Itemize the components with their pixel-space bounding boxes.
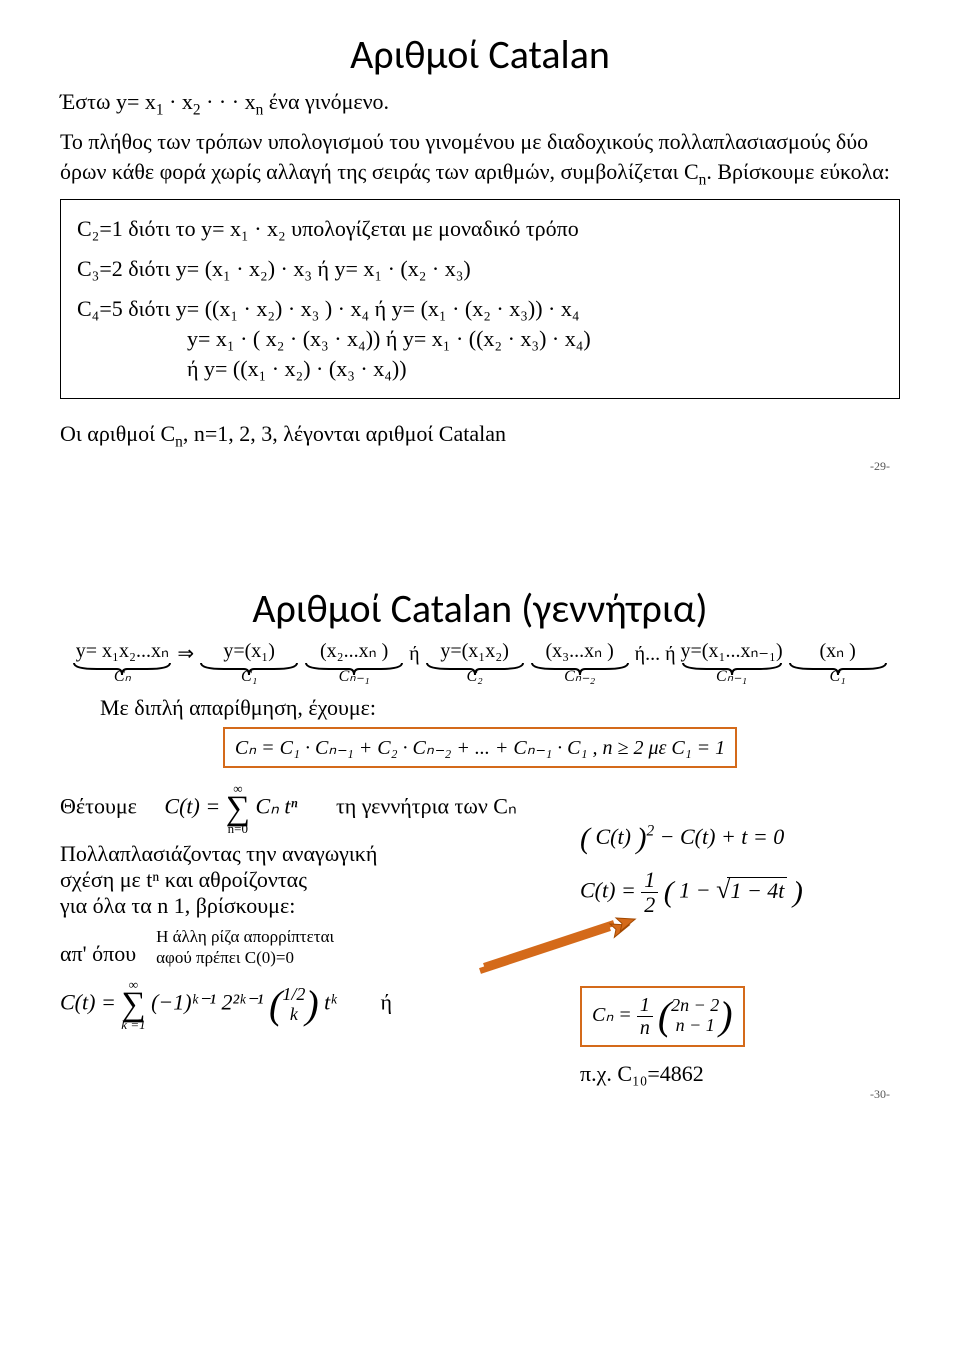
intro2-suffix: . Βρίσκουμε εύκολα: xyxy=(706,159,890,184)
sum1-low: n=0 xyxy=(226,822,250,835)
sub-2: 2 xyxy=(193,101,201,118)
term-c2: y=(x₁x₂) C₂ xyxy=(425,641,525,685)
closed-form-box: Cₙ = 1 n (2n − 2n − 1) xyxy=(580,986,745,1047)
term-c1b: (xₙ ) C₁ xyxy=(788,641,888,685)
two-column: Θέτουμε C(t) = ∞ ∑ n=0 Cₙ tⁿ τη γεννήτρι… xyxy=(60,782,900,1086)
sum-symbol-2: ∞ ∑ k =1 xyxy=(121,978,145,1031)
intro1-dot: · x xyxy=(169,89,193,114)
examples-box: C₂=1 διότι το y= x₁ · x₂ υπολογίζεται με… xyxy=(60,199,900,399)
title-2: Αριθμοί Catalan (γεννήτρια) xyxy=(60,584,900,633)
term-cn1b: y=(x₁...xₙ₋₁) Cₙ₋₁ xyxy=(681,641,783,685)
series-tk: tᵏ xyxy=(324,990,336,1015)
slide-2: Αριθμοί Catalan (γεννήτρια) y= x₁x₂...xₙ… xyxy=(0,554,960,1121)
cf-den: n xyxy=(637,1017,653,1039)
sum-symbol-1: ∞ ∑ n=0 xyxy=(226,782,250,835)
c4-row-b: y= x₁ · ( x₂ · (x₃ · x₄)) ή y= x₁ · ((x₂… xyxy=(77,326,883,352)
page-divider xyxy=(0,494,960,554)
closed-binom: (2n − 2n − 1) xyxy=(658,996,733,1036)
where-label: απ' όπου xyxy=(60,927,136,967)
title-1: Αριθμοί Catalan xyxy=(60,30,900,79)
intro-line-1: Έστω y= x1 · x2 · · · xn ένα γινόμενο. xyxy=(60,87,900,121)
gf-right: Cₙ tⁿ xyxy=(255,794,297,819)
solution-eq: C(t) = 1 2 ( 1 − √1 − 4t ) xyxy=(580,868,900,917)
c4-row-c: ή y= ((x₁ · x₂) · (x₃ · x₄)) xyxy=(77,356,883,382)
series-expansion: C(t) = ∞ ∑ k =1 (−1)ᵏ⁻¹ 2²ᵏ⁻¹ (1/2k) tᵏ … xyxy=(60,978,540,1031)
term-c1: y=(x₁) C₁ xyxy=(199,641,299,685)
term-cn: y= x₁x₂...xₙ Cₙ xyxy=(72,641,172,685)
c2-row: C₂=1 διότι το y= x₁ · x₂ υπολογίζεται με… xyxy=(77,216,883,242)
half-den: 2 xyxy=(641,893,658,917)
mult-1: Πολλαπλασιάζοντας την αναγωγική xyxy=(60,841,540,867)
g5-top: (x₃...xₙ ) xyxy=(530,641,630,661)
sol-prefix: C(t) = xyxy=(580,878,636,903)
g3-top: (x₂...xₙ ) xyxy=(304,641,404,661)
sigma-2: ∑ xyxy=(121,991,145,1018)
g2-top: y=(x₁) xyxy=(199,641,299,661)
gf-desc: τη γεννήτρια των Cₙ xyxy=(336,794,517,819)
catalan-def: Οι αριθμοί Cn, n=1, 2, 3, λέγονται αριθμ… xyxy=(60,419,900,453)
generating-func-def: Θέτουμε C(t) = ∞ ∑ n=0 Cₙ tⁿ τη γεννήτρι… xyxy=(60,782,540,835)
gf-left: C(t) = xyxy=(164,794,220,819)
cb-bot: n − 1 xyxy=(676,1015,715,1035)
footer-pre: Οι αριθμοί C xyxy=(60,421,175,446)
series-term1: (−1)ᵏ⁻¹ 2²ᵏ⁻¹ xyxy=(151,990,263,1015)
half-num: 1 xyxy=(641,868,658,893)
root-note: Η άλλη ρίζα απορρίπτεται αφού πρέπει C(0… xyxy=(156,927,334,968)
recurrence-wrap: Cₙ = C₁ · Cₙ₋₁ + C₂ · Cₙ₋₂ + ... + Cₙ₋₁ … xyxy=(60,727,900,768)
sol-rad: 1 − 4t xyxy=(727,877,787,904)
sbin-top: 1/2 xyxy=(282,984,305,1004)
sigma-1: ∑ xyxy=(226,795,250,822)
intro1-a: Έστω y= x xyxy=(60,89,156,114)
double-count-label: Με διπλή απαρίθμηση, έχουμε: xyxy=(100,695,900,721)
right-col: ( C(t) )2 − C(t) + t = 0 C(t) = 1 2 ( 1 … xyxy=(580,782,900,1086)
series-or: ή xyxy=(380,990,392,1015)
series-binom: (1/2k) xyxy=(269,985,319,1025)
sub-n: n xyxy=(256,101,264,118)
ct-inner: C(t) xyxy=(596,824,631,849)
left-col: Θέτουμε C(t) = ∞ ∑ n=0 Cₙ tⁿ τη γεννήτρι… xyxy=(60,782,540,1031)
intro-para-2: Το πλήθος των τρόπων υπολογισμού του γιν… xyxy=(60,127,900,191)
cf-num: 1 xyxy=(637,994,653,1017)
c4-row-a: C₄=5 διότι y= ((x₁ · x₂) · x₃ ) · x₄ ή y… xyxy=(77,296,883,322)
note-2: αφού πρέπει C(0)=0 xyxy=(156,948,294,967)
sol-body: 1 − xyxy=(679,878,716,903)
gen-imply: ⇒ xyxy=(177,643,194,665)
series-left: C(t) = xyxy=(60,990,116,1015)
example-value: π.χ. C₁₀=4862 xyxy=(580,1061,900,1087)
gen-expansion: y= x₁x₂...xₙ Cₙ ⇒ y=(x₁) C₁ (x₂...xₙ ) C… xyxy=(60,641,900,685)
intro1-b: · · · x xyxy=(206,89,255,114)
cb-top: 2n − 2 xyxy=(671,995,719,1015)
half-frac: 1 2 xyxy=(641,868,658,917)
arrow-icon xyxy=(470,916,640,981)
closed-left: Cₙ = xyxy=(592,1004,632,1026)
sub-1: 1 xyxy=(156,101,164,118)
sub-fn: n xyxy=(175,433,183,450)
arrow-region xyxy=(580,918,900,968)
recurrence-box: Cₙ = C₁ · Cₙ₋₁ + C₂ · Cₙ₋₂ + ... + Cₙ₋₁ … xyxy=(223,727,737,768)
sbin-bot: k xyxy=(290,1004,298,1024)
intro1-c: ένα γινόμενο. xyxy=(269,89,389,114)
term-cn2: (x₃...xₙ ) Cₙ₋₂ xyxy=(530,641,630,685)
closed-frac: 1 n xyxy=(637,994,653,1039)
g7-top: (xₙ ) xyxy=(788,641,888,661)
page-num-1: -29- xyxy=(60,459,900,474)
mult-3: για όλα τα n 1, βρίσκουμε: xyxy=(60,893,540,919)
term-cn1: (x₂...xₙ ) Cₙ₋₁ xyxy=(304,641,404,685)
quadratic-eq: ( C(t) )2 − C(t) + t = 0 xyxy=(580,822,900,856)
page-num-2: -30- xyxy=(60,1087,900,1102)
g4-top: y=(x₁x₂) xyxy=(425,641,525,661)
or-1: ή xyxy=(409,643,424,665)
mult-2: σχέση με tⁿ και αθροίζοντας xyxy=(60,867,540,893)
slide-1: Αριθμοί Catalan Έστω y= x1 · x2 · · · xn… xyxy=(0,0,960,494)
set-label: Θέτουμε xyxy=(60,794,137,819)
sum2-low: k =1 xyxy=(121,1018,145,1031)
or-2: ή... ή xyxy=(635,643,681,665)
c3-row: C₃=2 διότι y= (x₁ · x₂) · x₃ ή y= x₁ · (… xyxy=(77,256,883,282)
footer-mid: , n=1, 2, 3, λέγονται αριθμοί Catalan xyxy=(183,421,506,446)
g6-top: y=(x₁...xₙ₋₁) xyxy=(681,641,783,661)
note-1: Η άλλη ρίζα απορρίπτεται xyxy=(156,927,334,946)
sqrt: √1 − 4t xyxy=(716,877,787,904)
g1-top: y= x₁x₂...xₙ xyxy=(72,641,172,661)
